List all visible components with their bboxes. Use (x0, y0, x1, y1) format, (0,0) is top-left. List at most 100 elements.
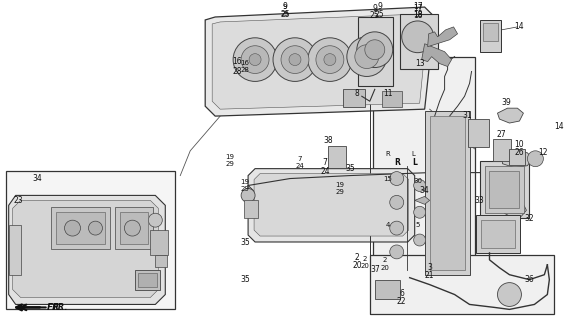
Bar (343, 89, 365, 107)
Text: 13: 13 (415, 59, 424, 68)
Text: 9: 9 (372, 4, 377, 12)
Text: 17: 17 (413, 2, 423, 11)
Text: 9: 9 (377, 2, 382, 11)
Text: 35: 35 (240, 238, 250, 247)
Text: 15: 15 (384, 176, 392, 181)
Bar (358, 17, 393, 86)
Polygon shape (254, 173, 409, 236)
Text: 36: 36 (525, 275, 534, 284)
Bar (468, 119, 489, 147)
Text: 31: 31 (463, 111, 472, 120)
Circle shape (527, 151, 543, 167)
Circle shape (390, 245, 404, 259)
Text: 22: 22 (397, 297, 406, 306)
Bar (116, 207, 153, 249)
Bar (480, 220, 516, 248)
Bar (485, 166, 525, 213)
Bar (138, 273, 157, 287)
Text: 32: 32 (525, 214, 534, 223)
Circle shape (64, 220, 80, 236)
Circle shape (249, 54, 261, 66)
Circle shape (390, 196, 404, 209)
Polygon shape (422, 44, 452, 67)
Text: 8: 8 (354, 89, 359, 98)
Polygon shape (505, 202, 526, 217)
Text: 25: 25 (280, 10, 290, 19)
Text: 34: 34 (420, 186, 430, 195)
Text: 20: 20 (380, 265, 389, 271)
Text: 14: 14 (514, 22, 524, 31)
Text: 7: 7 (323, 158, 327, 167)
Circle shape (241, 188, 255, 202)
Bar (6, 171, 175, 309)
Bar (244, 200, 258, 218)
Text: 4: 4 (386, 222, 390, 228)
Text: 16: 16 (232, 57, 242, 66)
Text: 19
29: 19 29 (335, 182, 344, 195)
Circle shape (273, 38, 317, 81)
Polygon shape (9, 225, 20, 275)
Text: 19
29: 19 29 (226, 154, 234, 167)
Bar (509, 149, 525, 165)
Text: 17: 17 (413, 4, 423, 12)
Text: 12: 12 (539, 148, 548, 157)
Text: 9: 9 (283, 2, 287, 11)
Text: R: R (385, 151, 390, 157)
Text: 18: 18 (413, 10, 422, 19)
Circle shape (347, 37, 387, 76)
Text: 2
20: 2 20 (360, 256, 369, 269)
Bar (480, 20, 501, 52)
Circle shape (402, 21, 434, 53)
Circle shape (308, 38, 352, 81)
Text: 19
29: 19 29 (241, 179, 250, 192)
Bar (375, 280, 399, 300)
Bar (135, 270, 160, 290)
Polygon shape (212, 14, 428, 109)
Circle shape (241, 46, 269, 74)
Circle shape (281, 46, 309, 74)
Circle shape (324, 54, 336, 66)
Text: 10: 10 (514, 140, 524, 149)
Text: 25: 25 (370, 12, 380, 20)
Circle shape (149, 213, 162, 227)
Bar (373, 57, 475, 275)
Circle shape (497, 283, 521, 307)
Bar (430, 116, 464, 270)
Text: 35: 35 (240, 275, 250, 284)
Text: 24: 24 (320, 167, 329, 176)
Text: 3: 3 (427, 263, 432, 272)
Polygon shape (502, 151, 533, 168)
Polygon shape (415, 196, 430, 204)
Circle shape (414, 206, 426, 218)
Bar (476, 215, 521, 253)
Polygon shape (428, 27, 457, 47)
Bar (480, 161, 529, 218)
Text: 7
24: 7 24 (295, 156, 304, 169)
Text: 14: 14 (555, 122, 564, 131)
Circle shape (355, 45, 379, 68)
Text: 25: 25 (375, 10, 385, 19)
Bar (483, 23, 498, 41)
Text: R: R (394, 158, 399, 167)
Text: 34: 34 (33, 174, 43, 183)
Circle shape (414, 180, 426, 191)
Text: 11: 11 (383, 89, 393, 98)
Circle shape (390, 221, 404, 235)
Bar (328, 146, 346, 168)
Text: FR.: FR. (47, 303, 63, 312)
Text: 38: 38 (323, 136, 333, 145)
Text: 9
25: 9 25 (281, 4, 290, 17)
Circle shape (365, 40, 385, 60)
Text: 33: 33 (475, 196, 484, 205)
Circle shape (316, 46, 344, 74)
Bar (51, 207, 110, 249)
Text: 28: 28 (232, 67, 242, 76)
Text: FR.: FR. (52, 303, 68, 312)
Text: L: L (413, 158, 417, 167)
Text: 21: 21 (425, 271, 434, 280)
Text: 16
28: 16 28 (241, 60, 250, 73)
Text: 26: 26 (514, 148, 524, 157)
Text: 6: 6 (399, 289, 404, 298)
Bar (370, 255, 554, 314)
Bar (493, 139, 512, 161)
